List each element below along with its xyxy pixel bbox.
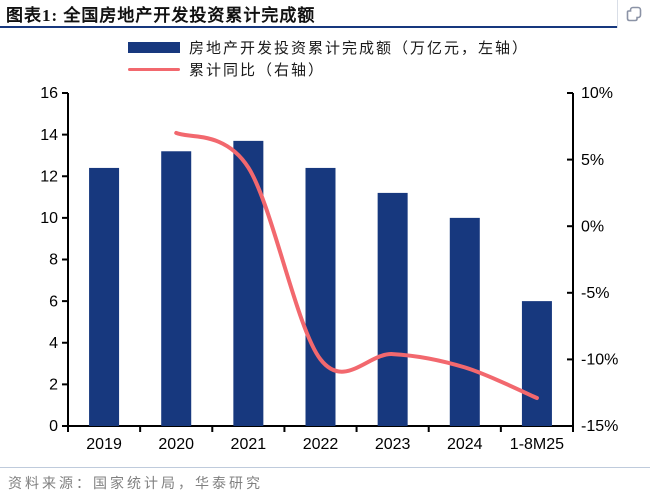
y-left-tick-label: 8: [49, 252, 58, 269]
y-right-tick-label: 10%: [581, 85, 613, 102]
legend-item-bar: 房地产开发投资累计完成额（万亿元，左轴）: [128, 40, 529, 57]
bar-2022: [305, 167, 336, 427]
source-note: 资料来源：国家统计局，华泰研究: [8, 477, 263, 492]
y-left-tick-label: 14: [40, 127, 58, 144]
x-category-label: 2023: [375, 436, 411, 453]
line-swatch-icon: [128, 67, 180, 71]
y-right-tick-label: -5%: [581, 285, 609, 302]
y-right-tick-label: -15%: [581, 418, 618, 435]
x-category-label: 2024: [447, 436, 483, 453]
bar-2019: [89, 167, 120, 427]
y-left-tick-label: 6: [49, 293, 58, 310]
y-left-tick-label: 4: [49, 335, 58, 352]
y-right-tick-label: 5%: [581, 152, 604, 169]
header-icon-area: [617, 0, 650, 28]
trend-line: [174, 130, 539, 401]
bar-2023: [377, 192, 408, 426]
y-left-tick-label: 16: [40, 85, 58, 102]
footer-divider: [0, 467, 650, 468]
x-category-label: 2020: [158, 436, 194, 453]
x-category-label: 2022: [303, 436, 339, 453]
y-left-tick-label: 12: [40, 168, 58, 185]
chart-plot: 0 2 4 6 8 10 12 14 16 -15% -10% -5% 0% 5% 10% 2019 2020 2…: [40, 85, 618, 453]
bar-2021: [233, 140, 264, 426]
legend-line-label: 累计同比（右轴）: [189, 62, 326, 79]
copy-icon: [626, 6, 642, 25]
x-category-label: 2019: [86, 436, 122, 453]
chart-legend: 房地产开发投资累计完成额（万亿元，左轴） 累计同比（右轴）: [128, 40, 529, 79]
y-right-tick-label: 0%: [581, 218, 604, 235]
header-title-area: 图表1: 全国房地产开发投资累计完成额: [0, 0, 617, 28]
bar-2020: [161, 151, 192, 426]
legend-bar-label: 房地产开发投资累计完成额（万亿元，左轴）: [189, 40, 530, 57]
chart-header: 图表1: 全国房地产开发投资累计完成额: [0, 0, 650, 28]
y-left-tick-label: 10: [40, 210, 58, 227]
copy-button[interactable]: [624, 4, 644, 24]
x-category-label: 2021: [231, 436, 267, 453]
x-category-label: 1-8M25: [510, 436, 564, 453]
legend-item-line: 累计同比（右轴）: [128, 62, 529, 79]
y-left-tick-label: 2: [49, 377, 58, 394]
bar-2024: [449, 217, 480, 426]
y-left-tick-label: 0: [49, 418, 58, 435]
chart-title: 图表1: 全国房地产开发投资累计完成额: [6, 5, 316, 25]
bar-1-8M25: [521, 301, 552, 426]
y-right-tick-label: -10%: [581, 352, 618, 369]
bar-swatch-icon: [128, 41, 180, 53]
